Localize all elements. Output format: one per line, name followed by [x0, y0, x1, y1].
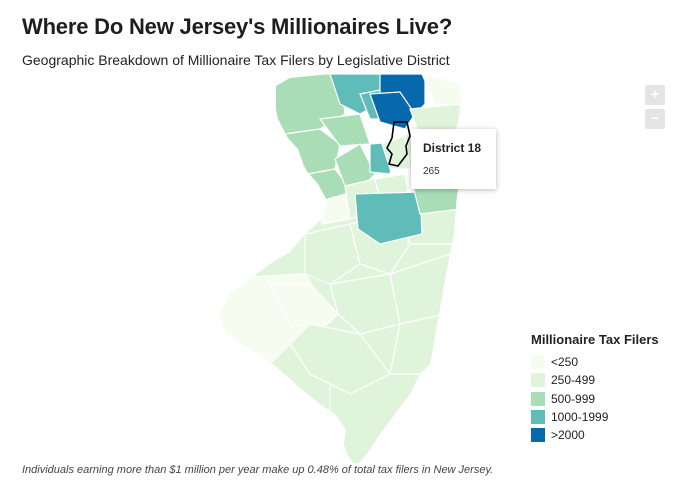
- legend-label: 1000-1999: [551, 410, 609, 425]
- legend-swatch: [531, 410, 545, 425]
- zoom-out-button[interactable]: −: [645, 109, 665, 129]
- legend-swatch: [531, 428, 545, 443]
- legend-swatch: [531, 355, 545, 370]
- legend-item: >2000: [531, 426, 659, 444]
- legend-label: >2000: [551, 428, 585, 443]
- legend-label: <250: [551, 355, 579, 370]
- map-legend: Millionaire Tax Filers <250 250-499 500-…: [531, 332, 659, 444]
- page-title: Where Do New Jersey's Millionaires Live?: [22, 14, 453, 39]
- legend-swatch: [531, 391, 545, 406]
- district-monmouth[interactable]: [354, 191, 423, 245]
- legend-item: 1000-1999: [531, 408, 659, 426]
- legend-item: <250: [531, 353, 659, 371]
- zoom-in-button[interactable]: +: [645, 85, 665, 105]
- district-18-highlight[interactable]: [386, 121, 411, 167]
- tooltip-title: District 18: [423, 141, 482, 155]
- district-southwest-2[interactable]: [269, 283, 339, 330]
- legend-label: 250-499: [551, 373, 596, 388]
- nj-district-map[interactable]: [210, 74, 470, 464]
- district-central-1[interactable]: [304, 223, 361, 285]
- footnote: Individuals earning more than $1 million…: [22, 464, 494, 476]
- tooltip-value: 265: [423, 166, 440, 177]
- legend-label: 500-999: [551, 391, 596, 406]
- legend-swatch: [531, 373, 545, 388]
- legend-item: 500-999: [531, 390, 659, 408]
- district-tooltip: District 18 265: [411, 129, 496, 189]
- legend-title: Millionaire Tax Filers: [531, 332, 659, 347]
- district-central-4[interactable]: [329, 273, 401, 335]
- district-mercer[interactable]: [317, 193, 351, 225]
- page-subtitle: Geographic Breakdown of Millionaire Tax …: [22, 52, 450, 68]
- district-burlington[interactable]: [289, 323, 391, 395]
- legend-item: 250-499: [531, 371, 659, 389]
- district-bergen-east[interactable]: [369, 91, 416, 130]
